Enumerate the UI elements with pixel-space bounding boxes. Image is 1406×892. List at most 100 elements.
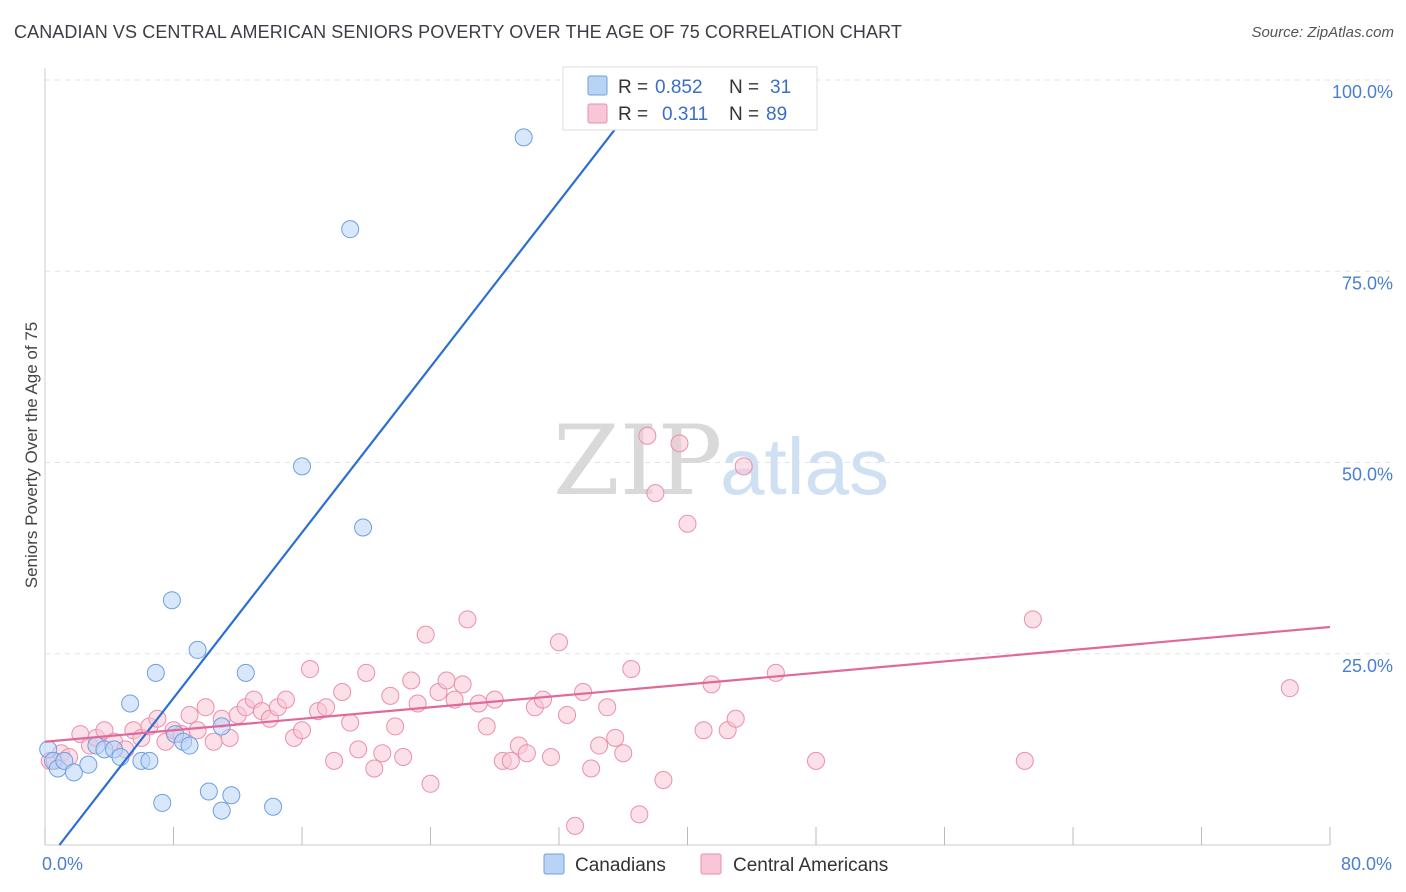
axes xyxy=(44,68,1331,846)
canadians-point xyxy=(514,128,533,147)
canadians-point xyxy=(146,663,165,682)
central-americans-point xyxy=(458,610,477,629)
central-americans-point xyxy=(638,426,657,445)
central-americans-trend-line xyxy=(44,625,1331,743)
y-tick-label: 75.0% xyxy=(1342,273,1393,293)
central-americans-point xyxy=(558,705,577,724)
y-axis-label: Seniors Poverty Over the Age of 75 xyxy=(22,322,41,588)
central-americans-point xyxy=(702,675,721,694)
central-americans-point xyxy=(501,751,520,770)
central-americans-point xyxy=(333,683,352,701)
central-americans-point xyxy=(453,675,472,694)
central-americans-point xyxy=(317,698,336,717)
central-americans-point xyxy=(341,713,360,732)
central-americans-point xyxy=(196,698,215,717)
source-credit: Source: ZipAtlas.com xyxy=(1251,24,1394,41)
canadians-point xyxy=(188,640,207,659)
central-americans-point xyxy=(517,744,536,763)
central-americans-point xyxy=(1280,679,1299,698)
series-legend-swatch-canadians xyxy=(543,853,565,875)
central-americans-point xyxy=(349,740,368,759)
canadians-point xyxy=(121,694,140,713)
canadians-point xyxy=(354,518,373,537)
canadians-point xyxy=(180,736,199,755)
legend-n-label-1: N = xyxy=(729,77,759,98)
x-tick-label-max: 80.0% xyxy=(1341,854,1392,874)
canadians-point xyxy=(162,591,181,610)
legend-r-label-1: R = xyxy=(618,77,648,98)
grid-lines xyxy=(45,79,1392,655)
central-americans-point xyxy=(566,816,585,835)
central-americans-point xyxy=(533,690,552,709)
central-americans-point xyxy=(381,686,400,705)
central-americans-point xyxy=(437,671,456,690)
series-legend: Canadians Central Americans xyxy=(543,853,888,876)
central-americans-point xyxy=(550,633,568,652)
canadians-point xyxy=(293,457,311,476)
central-americans-point xyxy=(402,671,421,690)
central-americans-point xyxy=(622,660,641,679)
series-legend-central-americans: Central Americans xyxy=(733,855,888,876)
central-americans-point xyxy=(485,690,504,709)
central-americans-point xyxy=(394,748,413,767)
legend-r-label-2: R = xyxy=(618,104,648,125)
watermark-zip: ZIP xyxy=(553,405,722,517)
canadians-point xyxy=(55,751,74,770)
y-tick-label: 50.0% xyxy=(1342,465,1393,485)
x-tick-label-min: 0.0% xyxy=(42,854,83,874)
chart-title: CANADIAN VS CENTRAL AMERICAN SENIORS POV… xyxy=(14,22,902,42)
central-americans-point xyxy=(574,683,593,701)
central-americans-point xyxy=(582,759,601,778)
central-americans-point xyxy=(541,748,560,767)
central-americans-point xyxy=(807,751,825,770)
central-americans-point xyxy=(386,717,405,736)
legend-n-value-2: 89 xyxy=(766,104,787,125)
canadians-point xyxy=(212,801,231,820)
trend-lines xyxy=(44,86,1331,846)
canadians-point xyxy=(153,793,172,812)
central-americans-point xyxy=(301,660,320,679)
tick-labels: 25.0% 50.0% 75.0% 100.0% 0.0% 80.0% xyxy=(42,82,1393,874)
central-americans-point xyxy=(670,434,689,453)
legend-r-value-1: 0.852 xyxy=(655,77,703,98)
central-americans-point xyxy=(95,721,114,740)
central-americans-point xyxy=(678,514,697,533)
central-americans-point xyxy=(276,690,295,709)
central-americans-point xyxy=(416,625,435,644)
central-americans-point xyxy=(204,732,223,751)
canadians-point xyxy=(140,751,159,770)
central-americans-point xyxy=(606,728,625,747)
canadians-trend-line xyxy=(58,86,649,846)
central-americans-point xyxy=(325,751,344,770)
legend-swatch-canadians xyxy=(587,75,608,96)
central-americans-point xyxy=(598,698,617,717)
central-americans-point xyxy=(614,744,633,763)
canadians-point xyxy=(264,797,283,816)
legend-n-label-2: N = xyxy=(729,104,759,125)
central-americans-point xyxy=(646,484,665,503)
canadians-point xyxy=(79,755,98,774)
central-americans-point xyxy=(373,744,392,763)
central-americans-point xyxy=(357,663,376,682)
canadians-point xyxy=(341,220,360,239)
central-americans-point xyxy=(477,717,496,736)
central-americans-point xyxy=(694,721,713,740)
central-americans-point xyxy=(180,705,199,724)
central-americans-point xyxy=(293,721,311,740)
central-americans-point xyxy=(188,721,207,740)
central-americans-point xyxy=(726,709,745,728)
canadians-point xyxy=(222,786,241,805)
legend-n-value-1: 31 xyxy=(770,77,791,98)
series-legend-canadians: Canadians xyxy=(575,855,666,876)
canadians-point xyxy=(236,663,255,682)
central-americans-point xyxy=(590,736,609,755)
legend: R = 0.852 N = 31 R = 0.311 N = 89 xyxy=(562,66,818,131)
central-americans-point xyxy=(766,663,785,682)
canadians-point xyxy=(199,782,218,801)
central-americans-point xyxy=(654,770,673,789)
series-legend-swatch-central-americans xyxy=(700,853,722,875)
central-americans-point xyxy=(630,805,649,824)
canadians-point xyxy=(64,763,83,782)
central-americans-point xyxy=(1015,751,1034,770)
legend-r-value-2: 0.311 xyxy=(662,104,708,125)
